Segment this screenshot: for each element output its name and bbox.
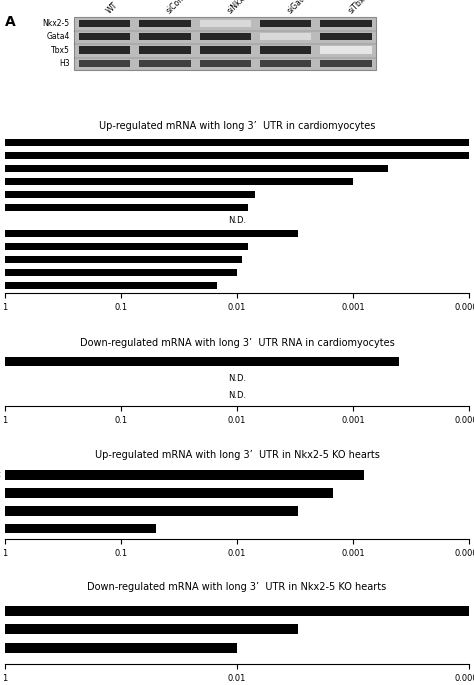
Bar xyxy=(5,230,298,237)
Text: siTbx5: siTbx5 xyxy=(346,0,370,16)
Bar xyxy=(200,33,251,40)
Bar xyxy=(5,152,469,159)
Title: Up-regulated mRNA with long 3’  UTR in cardiomyocytes: Up-regulated mRNA with long 3’ UTR in ca… xyxy=(99,121,375,131)
Text: Tbx5: Tbx5 xyxy=(51,46,70,55)
Bar xyxy=(79,20,130,27)
Text: A: A xyxy=(5,15,16,29)
Bar xyxy=(139,33,191,40)
Text: Down-regulated mRNA with long 3’  UTR in Nkx2-5 KO hearts: Down-regulated mRNA with long 3’ UTR in … xyxy=(87,582,387,593)
Text: N.D.: N.D. xyxy=(228,374,246,383)
Bar xyxy=(5,506,298,516)
Bar xyxy=(5,165,388,172)
Text: N.D.: N.D. xyxy=(228,216,246,225)
Bar xyxy=(5,178,353,185)
Bar xyxy=(5,139,474,146)
Bar xyxy=(260,33,311,40)
Bar xyxy=(5,470,365,480)
Bar xyxy=(139,20,191,27)
Text: Up-regulated mRNA with long 3’  UTR in        KO hearts: Up-regulated mRNA with long 3’ UTR in KO… xyxy=(102,450,372,460)
Bar xyxy=(5,357,399,366)
Bar xyxy=(260,60,311,67)
Bar xyxy=(5,606,474,616)
Bar xyxy=(5,256,242,263)
Text: Nkx2-5: Nkx2-5 xyxy=(43,19,70,28)
Bar xyxy=(320,20,372,27)
Bar xyxy=(5,624,298,634)
Bar xyxy=(5,191,255,198)
Bar xyxy=(5,269,237,276)
Bar xyxy=(260,20,311,27)
Text: N.D.: N.D. xyxy=(228,391,246,400)
Bar xyxy=(320,47,372,53)
Bar xyxy=(5,204,248,211)
Bar xyxy=(320,60,372,67)
Text: WT: WT xyxy=(105,1,119,16)
Bar xyxy=(260,47,311,53)
Bar xyxy=(5,523,156,534)
Bar xyxy=(139,60,191,67)
Text: Up-regulated mRNA with long 3’  UTR in Nkx2-5 KO hearts: Up-regulated mRNA with long 3’ UTR in Nk… xyxy=(94,450,380,460)
Bar xyxy=(200,47,251,53)
Bar xyxy=(74,17,376,70)
Bar xyxy=(5,243,248,250)
Bar xyxy=(79,33,130,40)
Text: H3: H3 xyxy=(59,59,70,68)
Text: Gata4: Gata4 xyxy=(46,32,70,41)
Title: Down-regulated mRNA with long 3’  UTR RNA in cardiomyocytes: Down-regulated mRNA with long 3’ UTR RNA… xyxy=(80,338,394,348)
Bar xyxy=(5,488,333,498)
Bar xyxy=(200,60,251,67)
Bar xyxy=(79,47,130,53)
Text: siGata4: siGata4 xyxy=(286,0,313,16)
Text: siControl: siControl xyxy=(165,0,195,16)
Bar xyxy=(139,47,191,53)
Bar xyxy=(5,282,217,289)
Bar xyxy=(5,643,237,653)
Bar xyxy=(200,20,251,27)
Text: siNkx2-5: siNkx2-5 xyxy=(226,0,255,16)
Bar xyxy=(79,60,130,67)
Bar xyxy=(320,33,372,40)
